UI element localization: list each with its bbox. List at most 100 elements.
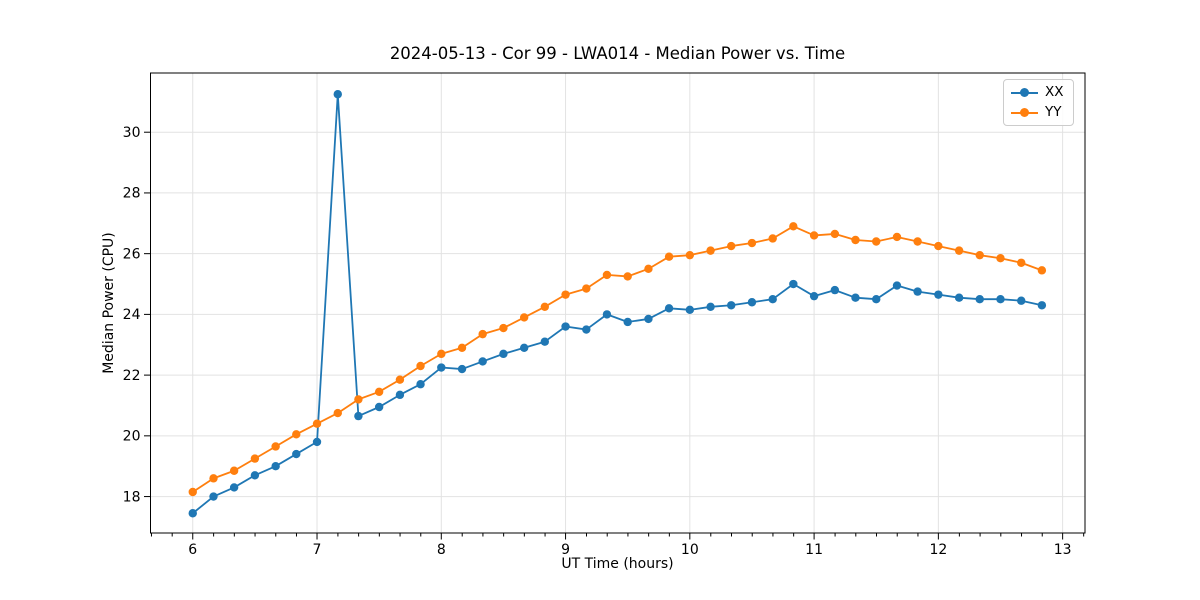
data-point xyxy=(685,250,695,260)
legend-label: XX xyxy=(1045,83,1064,100)
data-point xyxy=(188,509,197,518)
x-tick-label: 13 xyxy=(1054,542,1072,558)
data-point xyxy=(582,284,591,293)
data-point xyxy=(892,232,902,242)
data-point xyxy=(747,238,757,248)
data-point xyxy=(354,395,363,404)
y-tick-label: 20 xyxy=(123,429,141,445)
data-point xyxy=(996,295,1005,304)
data-point xyxy=(292,449,301,459)
data-point xyxy=(499,323,508,333)
data-point xyxy=(706,246,715,255)
data-point xyxy=(851,293,860,302)
legend-item-xx: XX xyxy=(1011,85,1066,100)
data-point xyxy=(395,390,405,400)
data-point xyxy=(809,291,819,301)
data-point xyxy=(1037,266,1047,275)
data-point xyxy=(913,287,922,296)
data-point xyxy=(644,314,653,324)
data-point xyxy=(271,462,280,471)
y-tick-label: 28 xyxy=(123,186,141,202)
data-point xyxy=(1017,258,1026,267)
data-point xyxy=(954,293,964,302)
series-xx xyxy=(188,90,1047,518)
data-point xyxy=(457,343,467,352)
data-point xyxy=(768,295,777,304)
data-point xyxy=(685,305,695,315)
data-point xyxy=(416,361,425,371)
data-point xyxy=(229,466,239,475)
data-point xyxy=(954,246,964,255)
data-point xyxy=(416,380,425,389)
y-tick-label: 26 xyxy=(123,246,141,262)
data-point xyxy=(768,234,777,243)
data-point xyxy=(830,285,840,295)
x-axis-label: UT Time (hours) xyxy=(561,556,674,572)
data-point xyxy=(478,357,487,366)
data-point xyxy=(499,349,508,359)
data-point xyxy=(519,313,529,322)
data-point xyxy=(250,454,260,463)
data-point xyxy=(582,325,591,334)
data-point xyxy=(229,483,239,492)
x-tick-label: 12 xyxy=(929,542,947,558)
data-point xyxy=(644,264,653,274)
data-point xyxy=(312,419,322,428)
data-point xyxy=(975,250,984,260)
y-tick-label: 30 xyxy=(123,125,141,141)
data-point xyxy=(602,270,612,280)
data-point xyxy=(478,329,487,339)
data-point xyxy=(872,237,881,246)
data-point xyxy=(374,402,384,412)
data-point xyxy=(934,290,943,299)
y-tick-label: 22 xyxy=(123,368,141,384)
data-point xyxy=(333,408,342,418)
data-point xyxy=(188,487,197,497)
data-point xyxy=(271,442,280,451)
data-point xyxy=(1017,296,1026,305)
data-point xyxy=(354,411,363,421)
chart-title: 2024-05-13 - Cor 99 - LWA014 - Median Po… xyxy=(389,44,846,63)
data-point xyxy=(602,310,612,319)
data-point xyxy=(437,363,446,372)
data-point xyxy=(809,231,819,240)
legend: XX YY xyxy=(1003,79,1074,126)
plot-border xyxy=(150,72,1086,534)
data-point xyxy=(996,254,1005,263)
data-point xyxy=(727,301,736,310)
data-point xyxy=(851,235,860,245)
x-tick-label: 6 xyxy=(188,542,197,558)
data-point xyxy=(789,222,798,231)
data-point xyxy=(437,349,446,359)
data-point xyxy=(913,237,922,246)
data-point xyxy=(374,387,384,397)
x-tick-label: 9 xyxy=(561,542,570,558)
data-point xyxy=(333,90,342,99)
axis-ticks xyxy=(144,131,1085,540)
y-tick-label: 18 xyxy=(123,489,141,505)
data-point xyxy=(727,241,736,251)
data-point xyxy=(664,304,674,313)
data-point xyxy=(664,252,674,261)
data-point xyxy=(457,364,467,374)
x-tick-label: 7 xyxy=(313,542,322,558)
data-point xyxy=(934,241,943,251)
gridlines xyxy=(150,73,1085,533)
legend-label: YY xyxy=(1045,103,1062,120)
data-point xyxy=(872,295,881,304)
legend-marker-icon xyxy=(1011,87,1038,98)
x-tick-label: 8 xyxy=(437,542,446,558)
data-point xyxy=(789,279,798,289)
data-point xyxy=(623,317,632,327)
legend-marker-icon xyxy=(1011,107,1038,118)
data-point xyxy=(747,298,757,307)
y-tick-label: 24 xyxy=(123,307,141,323)
data-point xyxy=(292,430,301,439)
data-point xyxy=(209,474,218,483)
data-point xyxy=(623,272,632,281)
data-point xyxy=(706,302,715,311)
data-point xyxy=(312,437,322,447)
data-point xyxy=(561,290,570,299)
